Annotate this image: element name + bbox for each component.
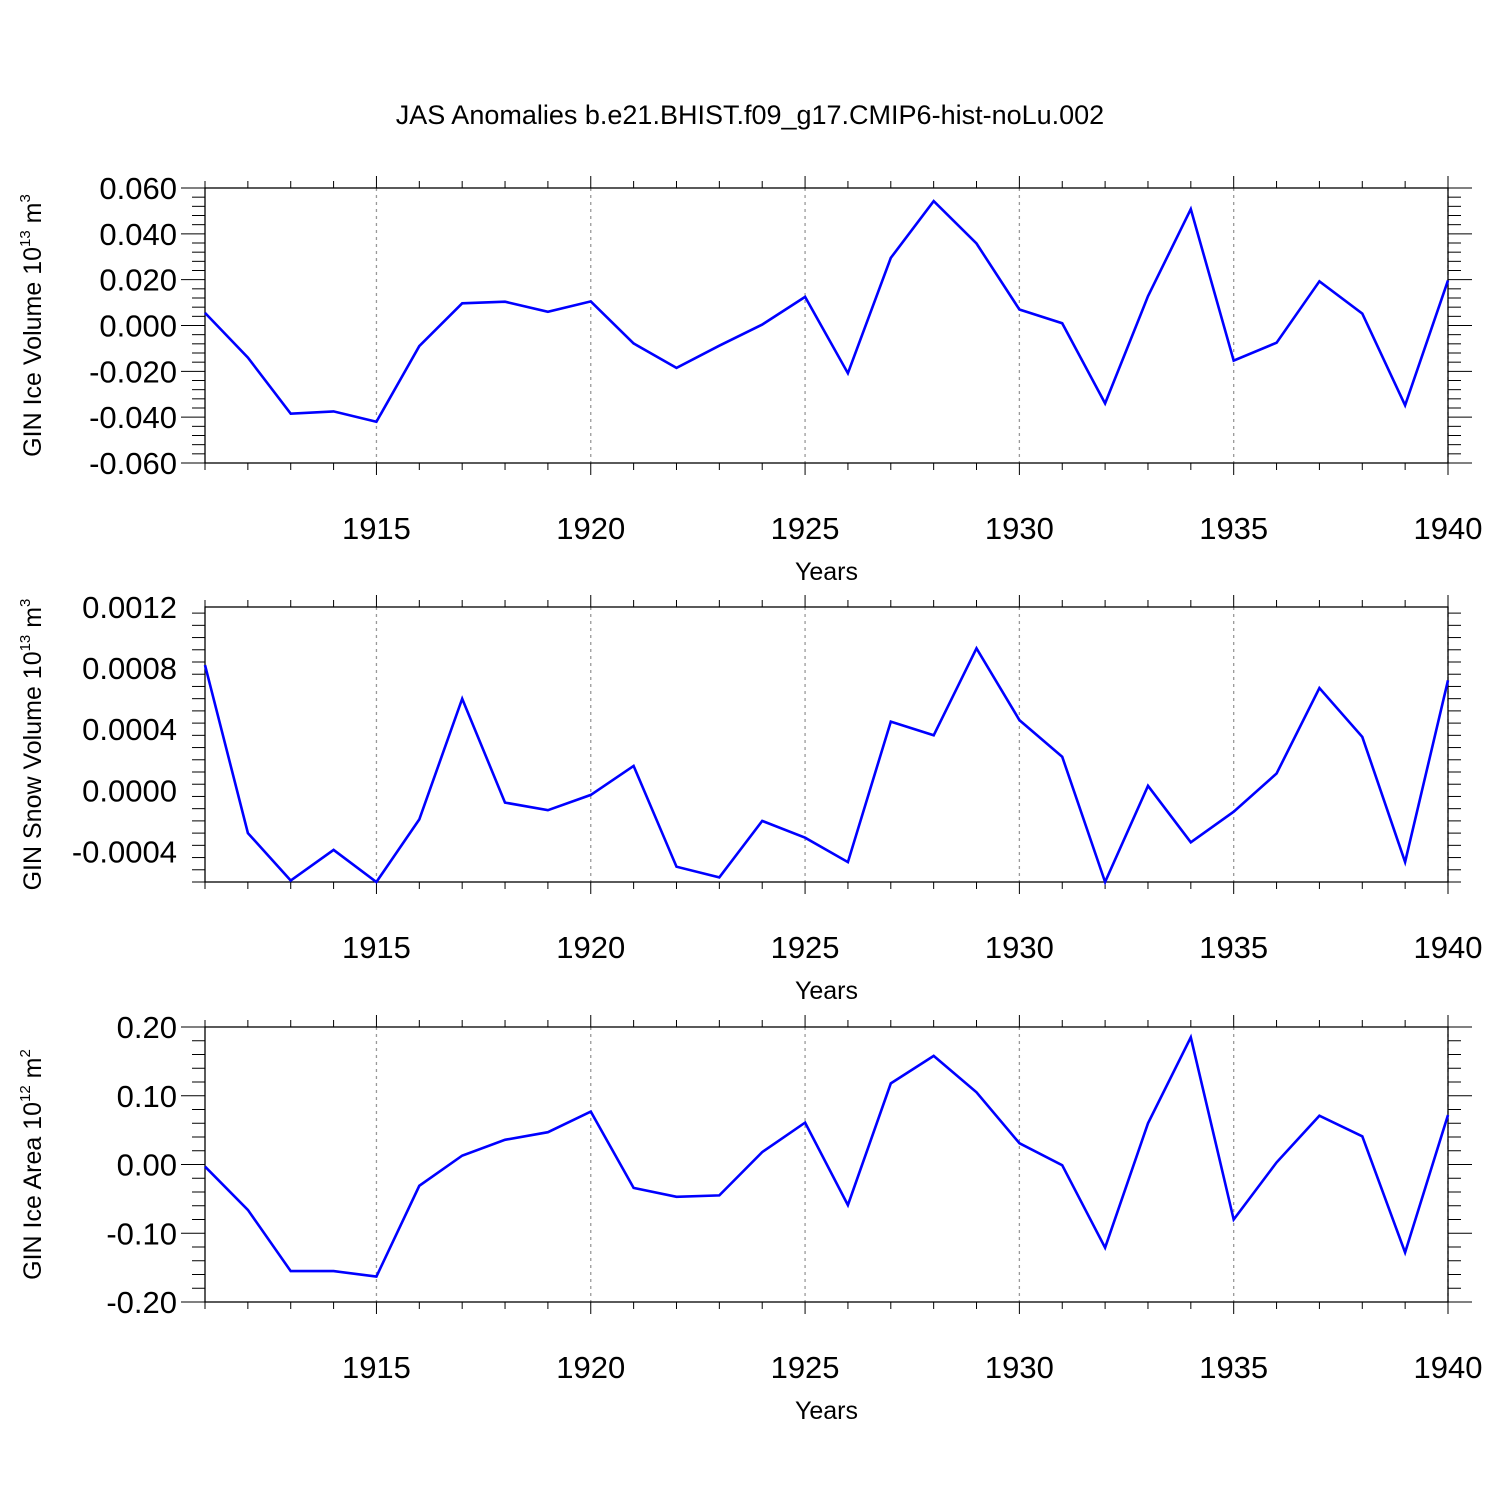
- plot-frame: [205, 607, 1448, 882]
- y-tick-label: -0.040: [89, 400, 177, 435]
- x-tick-label: 1925: [771, 511, 840, 546]
- x-tick-label: 1940: [1414, 511, 1483, 546]
- x-tick-label: 1915: [342, 930, 411, 965]
- y-tick-label: 0.0008: [82, 651, 177, 686]
- y-tick-label: 0.10: [117, 1079, 177, 1114]
- plot-frame: [205, 188, 1448, 463]
- y-tick-label: 0.00: [117, 1148, 177, 1183]
- y-tick-label: -0.20: [106, 1285, 177, 1320]
- y-tick-label: 0.020: [99, 263, 177, 298]
- y-tick-label: 0.0000: [82, 773, 177, 808]
- y-tick-label: 0.0012: [82, 590, 177, 625]
- x-tick-label: 1920: [556, 930, 625, 965]
- series-line: [205, 648, 1448, 882]
- series-line: [205, 1037, 1448, 1276]
- x-tick-label: 1940: [1414, 1350, 1483, 1385]
- y-tick-label: 0.060: [99, 171, 177, 206]
- x-tick-label: 1915: [342, 1350, 411, 1385]
- y-tick-label: -0.020: [89, 354, 177, 389]
- y-tick-label: 0.20: [117, 1010, 177, 1045]
- y-tick-label: 0.0004: [82, 712, 177, 747]
- x-tick-label: 1920: [556, 1350, 625, 1385]
- x-tick-label: 1925: [771, 1350, 840, 1385]
- x-tick-label: 1920: [556, 511, 625, 546]
- y-axis-label: GIN Ice Area 1012 m2: [17, 1049, 47, 1280]
- x-axis-label: Years: [795, 977, 858, 1005]
- y-tick-label: -0.10: [106, 1216, 177, 1251]
- x-tick-label: 1935: [1199, 511, 1268, 546]
- y-tick-label: -0.060: [89, 446, 177, 481]
- x-tick-label: 1935: [1199, 930, 1268, 965]
- x-tick-label: 1925: [771, 930, 840, 965]
- y-tick-label: -0.0004: [72, 834, 177, 869]
- x-axis-label: Years: [795, 1397, 858, 1425]
- y-tick-label: 0.040: [99, 217, 177, 252]
- series-line: [205, 201, 1448, 422]
- x-tick-label: 1915: [342, 511, 411, 546]
- panel-3: -0.20 -0.10 0.00 0.10 0.20 1915 1920 1925 1930 19…: [17, 1010, 1482, 1425]
- y-axis-label: GIN Ice Volume 1013 m3: [17, 194, 47, 457]
- x-tick-label: 1930: [985, 930, 1054, 965]
- x-tick-label: 1930: [985, 511, 1054, 546]
- panel-1: -0.060 -0.040 -0.020 0.000 0.020 0.040 0.060 19…: [17, 171, 1482, 586]
- y-tick-label: 0.000: [99, 309, 177, 344]
- x-tick-label: 1940: [1414, 930, 1483, 965]
- chart-title: JAS Anomalies b.e21.BHIST.f09_g17.CMIP6-…: [396, 100, 1104, 130]
- x-axis-label: Years: [795, 558, 858, 586]
- y-axis-label: GIN Snow Volume 1013 m3: [17, 599, 47, 891]
- panel-2: -0.0004 0.0000 0.0004 0.0008 0.0012 1915 1920 1…: [17, 590, 1482, 1005]
- x-tick-label: 1935: [1199, 1350, 1268, 1385]
- x-tick-label: 1930: [985, 1350, 1054, 1385]
